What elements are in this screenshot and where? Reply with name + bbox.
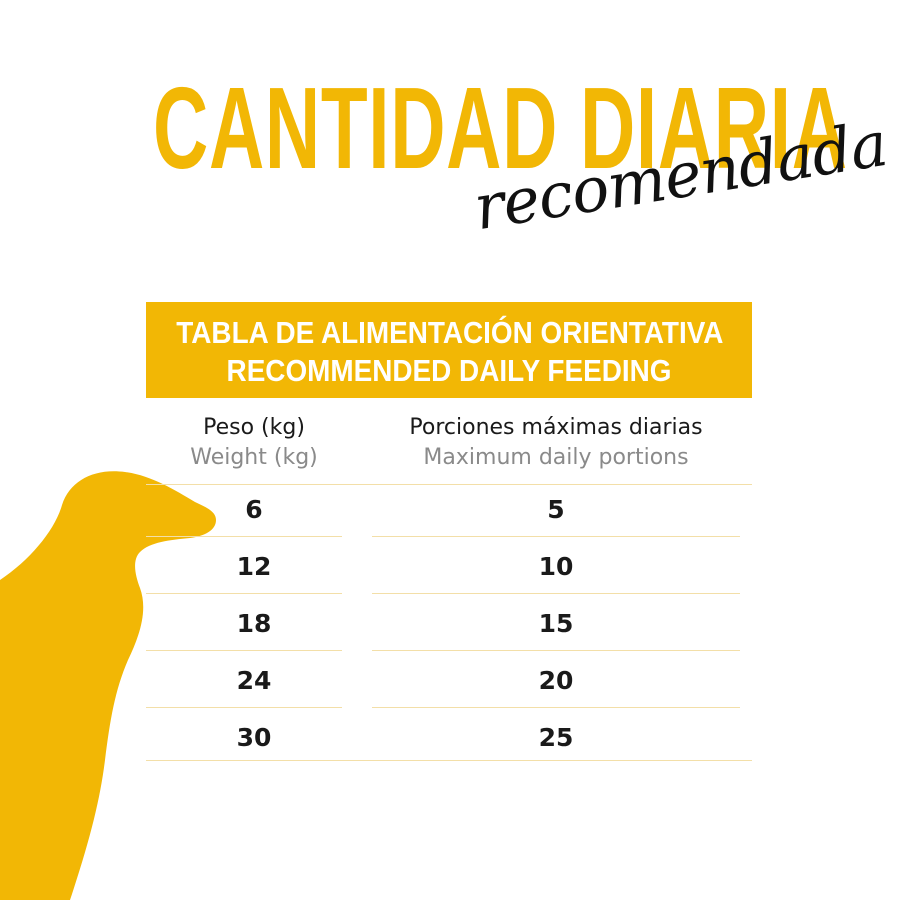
row-divider: [372, 707, 740, 708]
page-title: CANTIDAD DIARIA: [153, 63, 848, 193]
row-divider: [372, 593, 740, 594]
table-row: 6 5: [0, 484, 900, 541]
portions-column-header: Porciones máximas diarias Maximum daily …: [360, 413, 752, 473]
weight-column-header: Peso (kg) Weight (kg): [146, 413, 362, 473]
table-row: 18 15: [0, 593, 900, 650]
portions-cell: 15: [538, 609, 574, 638]
table-row: 24 20: [0, 650, 900, 707]
portions-cell: 10: [538, 552, 574, 581]
dog-silhouette-icon: [0, 471, 216, 900]
weight-cell: 24: [236, 666, 272, 695]
weight-cell: 18: [236, 609, 272, 638]
portions-header-es: Porciones máximas diarias: [409, 415, 703, 440]
table-banner: TABLA DE ALIMENTACIÓN ORIENTATIVA RECOMM…: [146, 302, 752, 398]
weight-cell: 6: [245, 495, 263, 524]
portions-cell: 25: [538, 723, 574, 752]
weight-cell: 12: [236, 552, 272, 581]
weight-header-es: Peso (kg): [203, 415, 305, 440]
row-divider: [146, 536, 342, 537]
portions-cell: 20: [538, 666, 574, 695]
weight-header-en: Weight (kg): [190, 445, 318, 470]
portions-cell: 5: [547, 495, 565, 524]
table-row: 12 10: [0, 536, 900, 593]
table-top-divider: [146, 484, 752, 485]
row-divider: [146, 650, 342, 651]
row-divider: [372, 650, 740, 651]
row-divider: [146, 707, 342, 708]
banner-title-es: TABLA DE ALIMENTACIÓN ORIENTATIVA: [176, 315, 724, 350]
table-bottom-divider: [146, 760, 752, 761]
table-row: 30 25: [0, 707, 900, 764]
row-divider: [372, 536, 740, 537]
banner-title-en: RECOMMENDED DAILY FEEDING: [226, 353, 672, 388]
row-divider: [146, 593, 342, 594]
portions-header-en: Maximum daily portions: [423, 445, 689, 470]
weight-cell: 30: [236, 723, 272, 752]
